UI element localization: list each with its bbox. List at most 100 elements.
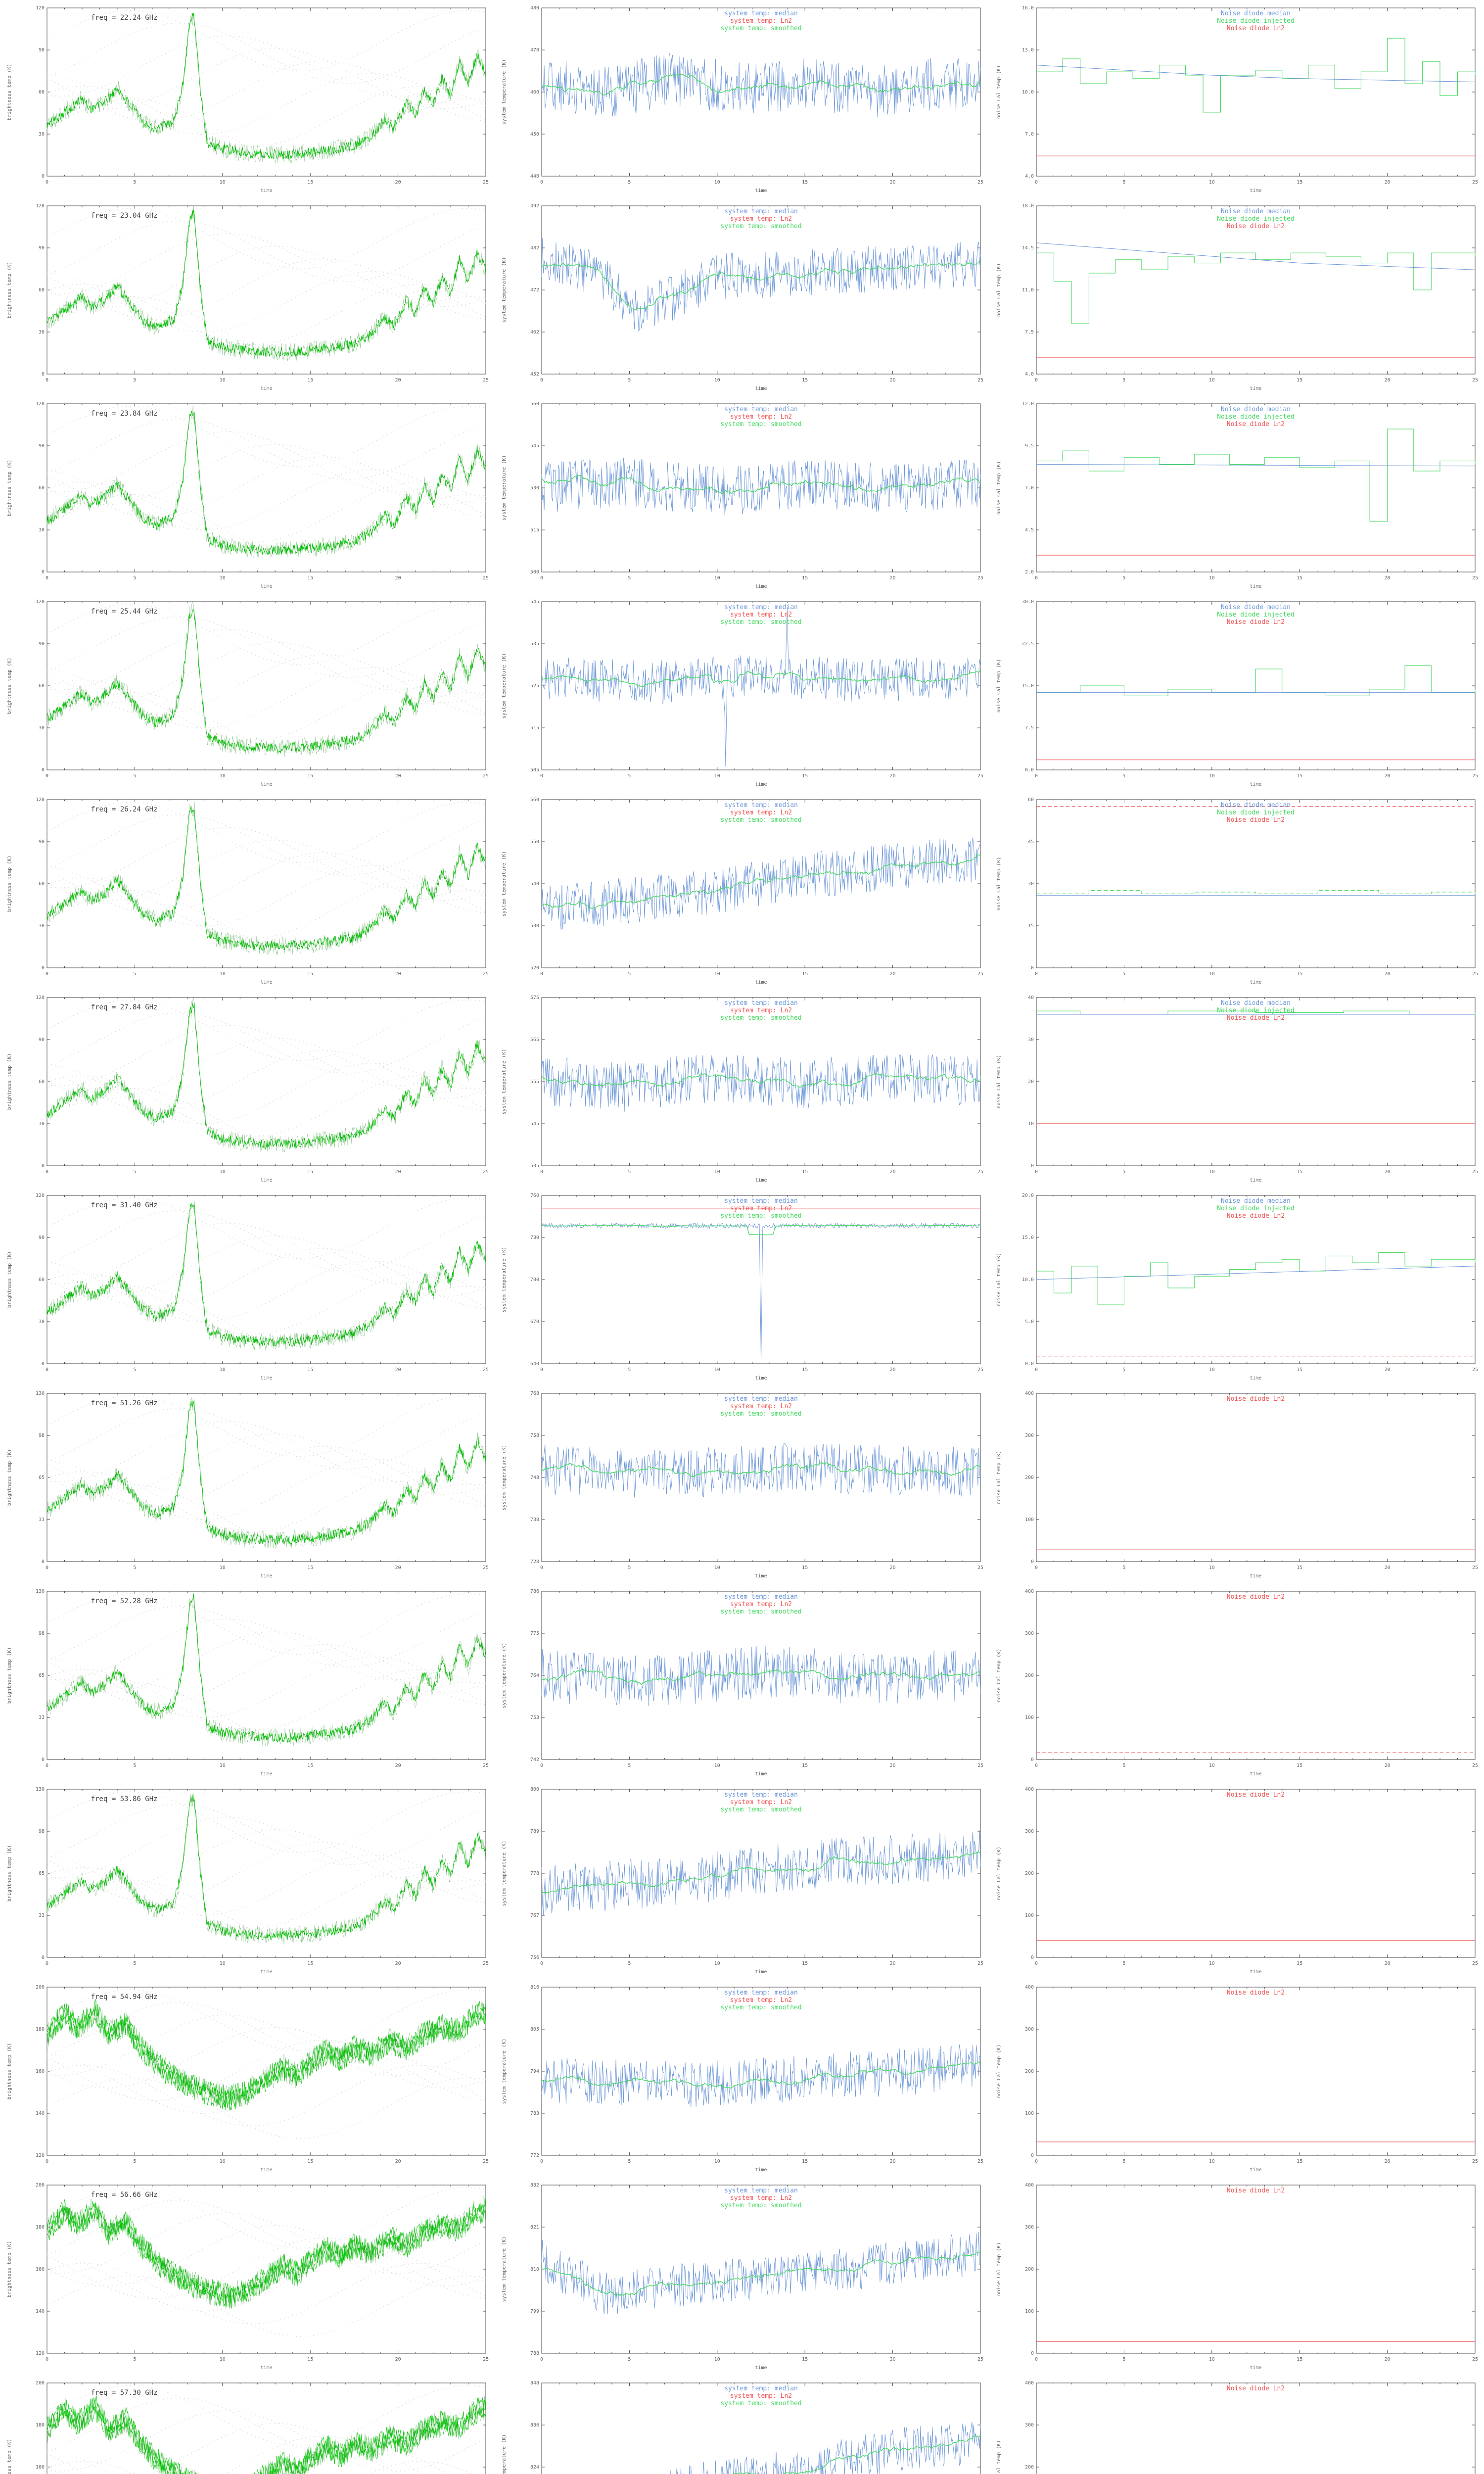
x-tick-label: 20 xyxy=(890,1961,896,1966)
y-tick-label: 120 xyxy=(36,5,45,11)
x-tick-label: 5 xyxy=(1122,180,1125,185)
row-23.04-ghz: 0 5 10 15 20 25 0 30 60 90 120 brightness temp (K) t… xyxy=(0,198,1484,396)
tsys-smoothed-trace xyxy=(541,1072,981,1088)
axes-box xyxy=(1036,1393,1476,1562)
spectrum-trace xyxy=(46,2202,486,2303)
x-tick-label: 25 xyxy=(483,1565,489,1570)
cal-injected-trace xyxy=(1036,665,1476,696)
x-tick-label: 0 xyxy=(46,1367,48,1373)
y-tick-label: 30 xyxy=(39,923,45,929)
x-tick-label: 20 xyxy=(395,1169,401,1175)
x-tick-label: 5 xyxy=(133,2159,136,2164)
x-tick-label: 0 xyxy=(1035,2159,1038,2164)
x-tick-label: 5 xyxy=(1122,1961,1125,1966)
y-tick-label: 555 xyxy=(530,1079,539,1085)
x-tick-label: 20 xyxy=(1385,575,1391,581)
x-tick-label: 15 xyxy=(802,773,808,779)
y-tick-label: 120 xyxy=(36,1193,45,1198)
x-tick-label: 20 xyxy=(1385,773,1391,779)
y-tick-label: 120 xyxy=(36,2153,45,2158)
x-tick-label: 25 xyxy=(977,2357,983,2362)
y-axis-label: brightness temp (K) xyxy=(7,262,12,318)
y-tick-label: 60 xyxy=(39,90,45,95)
spectrum-trace-dark xyxy=(46,1596,486,1747)
background-dots xyxy=(46,1050,486,1112)
x-tick-label: 0 xyxy=(1035,575,1038,581)
x-tick-label: 15 xyxy=(1297,2159,1302,2164)
tsys-smoothed-trace xyxy=(541,73,981,95)
tsys-smoothed-trace xyxy=(541,261,981,311)
x-tick-label: 15 xyxy=(307,1169,313,1175)
y-tick-label: 33 xyxy=(39,1517,45,1522)
x-tick-label: 10 xyxy=(220,773,226,779)
legend-system-temp-ln2: system temp: Ln2 xyxy=(730,1007,792,1014)
x-axis-label: time xyxy=(755,188,767,193)
y-tick-label: 800 xyxy=(530,1787,539,1792)
y-tick-label: 0 xyxy=(42,1559,45,1565)
legend-noise-diode-injected: Noise diode injected xyxy=(1217,611,1295,618)
x-tick-label: 20 xyxy=(890,773,896,779)
background-dots xyxy=(46,481,486,543)
y-tick-label: 120 xyxy=(36,2351,45,2356)
x-axis-label: time xyxy=(260,1771,272,1777)
y-axis-label: noise Cal temp (K) xyxy=(996,1649,1002,1702)
x-tick-label: 20 xyxy=(890,575,896,581)
x-axis-label: time xyxy=(755,1969,767,1975)
x-tick-label: 15 xyxy=(307,1367,313,1373)
x-tick-label: 10 xyxy=(714,575,720,581)
spectrum-panel-23.04: 0 5 10 15 20 25 0 30 60 90 120 brightness temp (K) t… xyxy=(0,198,495,396)
tsys-panel-25.44: 0 5 10 15 20 25 505 515 525 535 545 system temperat… xyxy=(495,594,989,792)
axes-box xyxy=(46,1591,486,1760)
x-tick-label: 15 xyxy=(802,1565,808,1570)
y-tick-label: 180 xyxy=(36,2423,45,2428)
x-axis-label: time xyxy=(1250,386,1261,391)
y-tick-label: 832 xyxy=(530,2183,539,2188)
background-dots xyxy=(46,2461,473,2474)
x-axis-label: time xyxy=(260,1376,272,1381)
y-tick-label: 30 xyxy=(39,527,45,533)
x-tick-label: 5 xyxy=(628,180,631,185)
x-tick-label: 20 xyxy=(1385,1961,1391,1966)
x-tick-label: 15 xyxy=(307,773,313,779)
background-dots xyxy=(46,2250,486,2312)
y-tick-label: 200 xyxy=(1025,2267,1034,2272)
y-tick-label: 90 xyxy=(39,1235,45,1240)
y-tick-label: 515 xyxy=(530,527,539,533)
x-tick-label: 25 xyxy=(977,1763,983,1768)
noisecal-panel-51.26-svg: 0 5 10 15 20 25 0 100 200 300 400 noise Cal temp (K… xyxy=(996,1391,1478,1579)
noisecal-panel-56.66-svg: 0 5 10 15 20 25 0 100 200 300 400 noise Cal temp (K… xyxy=(996,2183,1478,2371)
legend-noise-diode-median: Noise diode median xyxy=(1221,999,1291,1007)
tsys-median-trace xyxy=(541,1054,981,1112)
y-tick-label: 30 xyxy=(39,725,45,731)
x-tick-label: 10 xyxy=(714,2357,720,2362)
y-tick-label: 130 xyxy=(36,1589,45,1594)
y-axis-label: noise Cal temp (K) xyxy=(996,659,1002,713)
spectrum-panel-25.44-svg: 0 5 10 15 20 25 0 30 60 90 120 brightness temp (K) t… xyxy=(7,599,489,787)
noisecal-panel-56.66: 0 5 10 15 20 25 0 100 200 300 400 noise Cal temp (K… xyxy=(989,2177,1484,2375)
background-dots xyxy=(46,1618,486,1680)
x-tick-label: 25 xyxy=(1472,575,1478,581)
noisecal-panel-23.84-svg: 0 5 10 15 20 25 2.0 4.5 7.0 9.5 12.0 noise Cal temp… xyxy=(996,401,1478,589)
y-tick-label: 535 xyxy=(530,1163,539,1169)
y-tick-label: 4.0 xyxy=(1025,372,1034,377)
y-axis-label: brightness temp (K) xyxy=(7,2439,12,2474)
spectrum-trace xyxy=(46,13,486,159)
legend-system-temp-median: system temp: median xyxy=(724,999,798,1007)
tsys-median-trace xyxy=(541,1222,981,1361)
spectrum-panel-53.86-svg: 0 5 10 15 20 25 0 33 65 98 130 brightness temp (K) t… xyxy=(7,1787,489,1975)
spectrum-trace-dark xyxy=(46,1794,486,1945)
y-tick-label: 764 xyxy=(530,1673,539,1678)
x-tick-label: 25 xyxy=(977,1367,983,1373)
x-tick-label: 20 xyxy=(1385,2357,1391,2362)
background-dots xyxy=(46,864,486,926)
freq-label: freq = 57.30 GHz xyxy=(91,2389,158,2397)
x-tick-label: 5 xyxy=(1122,1565,1125,1570)
x-tick-label: 15 xyxy=(1297,1763,1302,1768)
y-tick-label: 0 xyxy=(42,1757,45,1762)
tsys-panel-22.24-svg: 0 5 10 15 20 25 440 450 460 470 480 system temperat… xyxy=(502,5,983,193)
spectrum-panel-27.84: 0 5 10 15 20 25 0 30 60 90 120 brightness temp (K) t… xyxy=(0,990,495,1188)
x-tick-label: 0 xyxy=(46,1763,48,1768)
legend-system-temp-smoothed: system temp: smoothed xyxy=(720,2202,801,2209)
